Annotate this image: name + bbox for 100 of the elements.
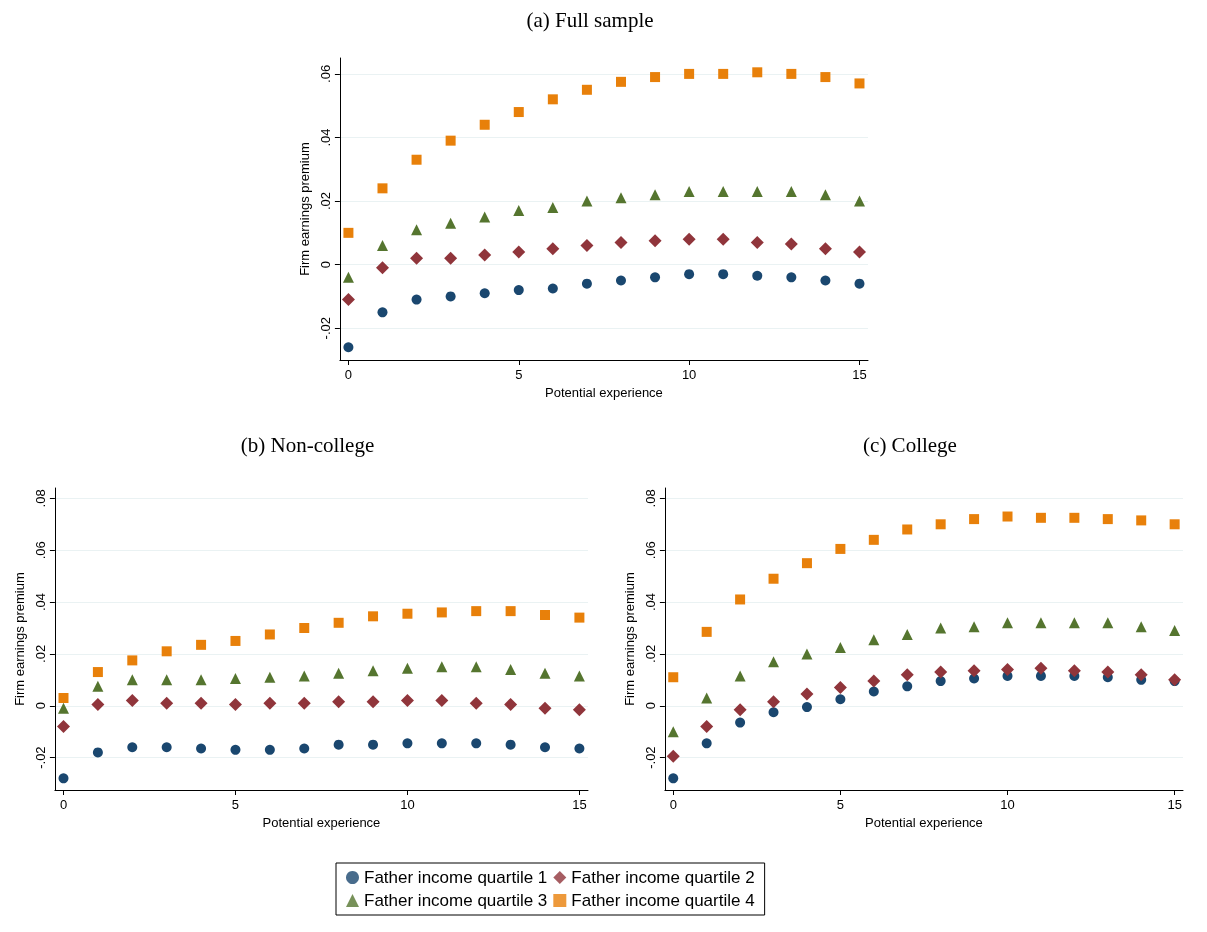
point	[445, 217, 457, 229]
x-tick-label: 10	[681, 367, 697, 382]
x-tick-label: 15	[852, 367, 867, 382]
point	[375, 261, 389, 275]
point	[513, 205, 525, 217]
point	[445, 135, 456, 146]
point	[1169, 625, 1181, 637]
point	[546, 242, 560, 256]
y-tick-label: .02	[642, 644, 658, 663]
point	[410, 251, 424, 265]
point	[333, 739, 344, 750]
point	[342, 271, 354, 283]
point	[504, 697, 518, 711]
point	[196, 639, 207, 650]
point	[1035, 512, 1046, 523]
point	[436, 607, 447, 618]
y-tick-label: 0	[32, 702, 48, 710]
point	[801, 558, 812, 569]
point	[1134, 668, 1148, 682]
point	[471, 738, 482, 749]
point	[969, 514, 980, 525]
y-tick-label: -.02	[642, 746, 658, 769]
point	[126, 674, 138, 686]
point	[718, 269, 729, 280]
point	[833, 681, 847, 695]
point	[718, 68, 729, 79]
point	[127, 655, 138, 666]
point	[264, 671, 276, 683]
point	[801, 648, 813, 660]
point	[92, 667, 103, 678]
point	[767, 695, 781, 709]
legend-label: Father income quartile 4	[571, 891, 755, 910]
x-tick-label: 15	[572, 797, 587, 812]
point	[1002, 511, 1013, 522]
point	[264, 629, 275, 640]
y-tick-label: .08	[642, 489, 658, 508]
point	[196, 743, 207, 754]
point	[868, 634, 880, 646]
point	[91, 697, 105, 711]
point	[92, 747, 103, 758]
point	[573, 670, 585, 682]
point	[341, 293, 355, 307]
point	[701, 626, 712, 637]
point	[968, 621, 980, 633]
chart-title: (b) Non-college	[240, 432, 375, 457]
x-axis-title: Potential experience	[545, 384, 663, 400]
point	[700, 719, 714, 733]
x-tick-label: 5	[231, 797, 240, 812]
point	[505, 663, 517, 675]
point	[505, 739, 516, 750]
x-tick-label: 0	[669, 797, 677, 812]
point	[333, 617, 344, 628]
point	[820, 275, 831, 286]
point	[401, 662, 413, 674]
point	[614, 235, 628, 249]
point	[1067, 664, 1081, 678]
y-tick-label: -.02	[32, 746, 48, 769]
point	[127, 742, 138, 753]
point	[801, 702, 812, 713]
point	[853, 195, 865, 207]
point	[230, 635, 241, 646]
point	[572, 703, 586, 717]
point	[900, 668, 914, 682]
point	[581, 84, 592, 95]
point	[667, 726, 679, 738]
x-axis-title: Potential experience	[262, 814, 381, 830]
point	[57, 719, 70, 733]
point	[615, 192, 627, 204]
point	[367, 665, 379, 677]
point	[505, 606, 516, 617]
point	[683, 186, 695, 198]
y-axis-title: Firm earnings premium	[12, 572, 27, 706]
point	[768, 656, 780, 668]
point	[682, 232, 696, 246]
point	[935, 519, 946, 530]
point	[470, 661, 482, 673]
y-axis-title: Firm earnings premium	[297, 142, 312, 276]
x-tick-label: 5	[515, 367, 523, 382]
point	[1101, 665, 1115, 679]
point	[1035, 617, 1047, 629]
point	[648, 234, 662, 248]
point	[1169, 519, 1180, 530]
point	[580, 239, 594, 253]
point	[684, 68, 695, 79]
point	[616, 275, 626, 286]
point	[436, 661, 448, 673]
point	[368, 739, 379, 750]
point	[684, 269, 695, 280]
point	[751, 186, 763, 198]
point	[376, 240, 388, 252]
point	[368, 611, 379, 622]
point	[445, 291, 456, 302]
point	[479, 211, 491, 223]
point	[854, 78, 865, 89]
x-tick-label: 0	[59, 797, 68, 812]
point	[230, 744, 241, 755]
point	[902, 681, 913, 692]
point	[538, 701, 552, 715]
point	[574, 743, 585, 754]
point	[377, 183, 388, 194]
